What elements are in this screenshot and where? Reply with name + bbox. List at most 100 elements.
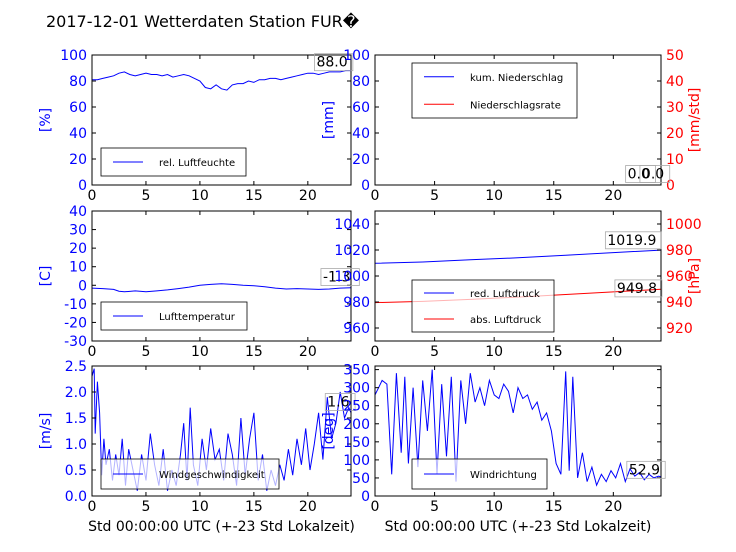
- x-tick-label-humidity: 10: [191, 188, 209, 204]
- y-tick-label-windspeed: 1.5: [65, 411, 87, 427]
- x-tick-label-winddirection: 15: [545, 499, 563, 515]
- x-tick-label-winddirection: 10: [485, 499, 503, 515]
- legend-label-pressure: abs. Luftdruck: [470, 315, 541, 326]
- plot-frame-precipitation: [374, 54, 662, 186]
- x-tick-label-windspeed: 0: [88, 499, 97, 515]
- y-tick-label-windspeed: 2.5: [65, 359, 87, 375]
- y-tick-label-precipitation: 0: [361, 178, 370, 194]
- value-annotation-windspeed: 1.6: [327, 395, 349, 411]
- y2-tick-label-pressure: 980: [666, 243, 693, 259]
- x-tick-label-temperature: 5: [141, 344, 150, 360]
- y-tick-label-precipitation: 40: [352, 126, 370, 142]
- value-annotation-pressure: 1019.9: [607, 233, 656, 249]
- y-tick-label-winddirection: 250: [343, 399, 370, 415]
- y2-tick-label-pressure: 960: [666, 269, 693, 285]
- figure-title: 2017-12-01 Wetterdaten Station FUR�: [46, 12, 360, 31]
- value-annotation-temperature: -1.3: [323, 270, 350, 286]
- x-tick-label-pressure: 15: [545, 344, 563, 360]
- legend-label-pressure: red. Luftdruck: [470, 289, 540, 300]
- panel-windspeed: 0 5 10 15 20 0.0 0.5 1.0 1.5 2.0 2.5 [m/s] Std 00:00…: [38, 359, 356, 535]
- legend-temperature: Lufttemperatur: [100, 301, 248, 331]
- legend-box-precipitation: [411, 62, 578, 119]
- y2-axis-label-pressure: [hPa]: [687, 258, 703, 294]
- x-tick-label-humidity: 15: [245, 188, 263, 204]
- legend-label-humidity: rel. Luftfeuchte: [159, 158, 235, 169]
- value-annotation-box-pressure: [604, 231, 662, 250]
- value-annotation-box-precipitation: [625, 165, 656, 183]
- y-tick-label-pressure: 980: [343, 295, 370, 311]
- legend-precipitation: kum. Niederschlag Niederschlagsrate: [411, 62, 578, 119]
- y2-tick-label-precipitation: 30: [666, 100, 684, 116]
- x-tick-label-precipitation: 0: [371, 188, 380, 204]
- y2-axis-label-precipitation: [mm/std]: [687, 88, 703, 153]
- x-tick-label-humidity: 0: [88, 188, 97, 204]
- x-tick-label-temperature: 0: [88, 344, 97, 360]
- legend-label-temperature: Lufttemperatur: [159, 312, 236, 323]
- x-tick-label-windspeed: 20: [299, 499, 317, 515]
- y-tick-label-precipitation: 100: [343, 48, 370, 64]
- plot-frame-humidity: [91, 54, 352, 186]
- x-tick-label-precipitation: 5: [430, 188, 439, 204]
- y2-tick-label-precipitation: 50: [666, 48, 684, 64]
- y-axis-label-windspeed: [m/s]: [38, 413, 54, 450]
- y2-tick-label-pressure: 940: [666, 295, 693, 311]
- y2-tick-label-precipitation: 10: [666, 152, 684, 168]
- y-tick-label-windspeed: 2.0: [65, 385, 87, 401]
- value-annotation-precipitation: 0.0: [628, 167, 650, 183]
- legend-label-windspeed: Windgeschwindigkeit: [159, 470, 265, 481]
- y-tick-label-pressure: 960: [343, 321, 370, 337]
- y-tick-label-temperature: 40: [69, 204, 87, 220]
- y-tick-label-winddirection: 50: [352, 471, 370, 487]
- y-tick-label-windspeed: 0.5: [65, 463, 87, 479]
- x-tick-label-pressure: 20: [604, 344, 622, 360]
- value-annotation-box-humidity: [314, 53, 354, 72]
- value-annotation-box-pressure: [614, 279, 663, 298]
- legend-box-pressure: [411, 279, 555, 333]
- y-axis-label-humidity: [%]: [38, 108, 54, 132]
- value-annotation-precipitation: 0.0: [642, 167, 664, 183]
- x-tick-label-windspeed: 15: [245, 499, 263, 515]
- y-tick-label-windspeed: 1.0: [65, 437, 87, 453]
- y-tick-label-windspeed: 0.0: [65, 489, 87, 505]
- series-line-winddirection-0: [374, 369, 662, 487]
- x-tick-label-pressure: 10: [485, 344, 503, 360]
- x-tick-label-winddirection: 5: [430, 499, 439, 515]
- legend-winddirection: Windrichtung: [411, 458, 548, 490]
- legend-humidity: rel. Luftfeuchte: [100, 147, 247, 177]
- x-tick-label-humidity: 5: [141, 188, 150, 204]
- panel-precipitation: 0 5 10 15 20 0 20 40 60 80 100 0 10 20 30 40 50 [mm] [mm/s…: [321, 48, 703, 204]
- y2-tick-label-pressure: 1000: [666, 217, 702, 233]
- y-tick-label-humidity: 0: [78, 178, 87, 194]
- y2-tick-label-pressure: 920: [666, 321, 693, 337]
- y-tick-label-precipitation: 60: [352, 100, 370, 116]
- x-tick-label-pressure: 0: [371, 344, 380, 360]
- y-tick-label-winddirection: 150: [343, 435, 370, 451]
- y-tick-label-temperature: 0: [78, 278, 87, 294]
- y-axis-label-temperature: [C]: [38, 266, 54, 287]
- y-tick-label-temperature: 30: [69, 223, 87, 239]
- y2-tick-label-precipitation: 40: [666, 74, 684, 90]
- y-tick-label-temperature: -10: [64, 297, 87, 313]
- y-tick-label-temperature: 10: [69, 260, 87, 276]
- panel-humidity: 0 5 10 15 20 0 20 40 60 80 100 [%] rel. Luftfeuchte 8…: [38, 48, 354, 204]
- x-tick-label-humidity: 20: [299, 188, 317, 204]
- y-tick-label-winddirection: 200: [343, 417, 370, 433]
- x-tick-label-windspeed: 5: [141, 499, 150, 515]
- x-axis-label-winddirection: Std 00:00:00 UTC (+-23 Std Lokalzeit): [385, 519, 652, 535]
- y-tick-label-humidity: 80: [69, 74, 87, 90]
- y-tick-label-precipitation: 20: [352, 152, 370, 168]
- y-tick-label-winddirection: 350: [343, 363, 370, 379]
- value-annotation-box-windspeed: [324, 393, 356, 411]
- value-annotation-box-temperature: [320, 268, 360, 286]
- y-tick-label-pressure: 1000: [334, 269, 370, 285]
- y2-tick-label-precipitation: 20: [666, 126, 684, 142]
- series-line-humidity-0: [92, 70, 351, 91]
- y-tick-label-temperature: 20: [69, 241, 87, 257]
- y2-tick-label-precipitation: 0: [666, 178, 675, 194]
- y-tick-label-winddirection: 100: [343, 453, 370, 469]
- y-tick-label-pressure: 1020: [334, 243, 370, 259]
- legend-label-precipitation: kum. Niederschlag: [470, 73, 563, 84]
- y-tick-label-humidity: 100: [60, 48, 87, 64]
